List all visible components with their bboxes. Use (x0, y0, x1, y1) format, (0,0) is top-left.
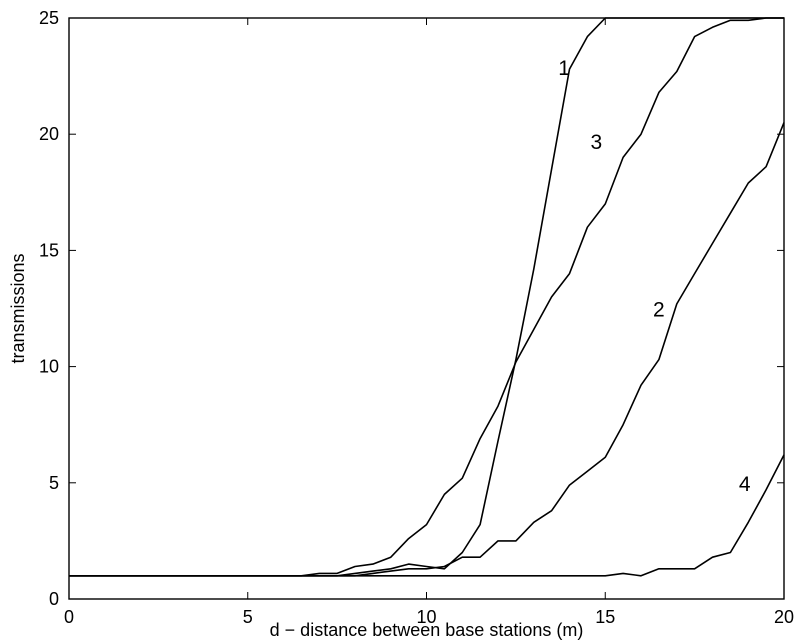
y-tick-label: 10 (39, 357, 59, 377)
series-line-4 (69, 454, 785, 577)
series-lines (69, 17, 785, 577)
y-tick-label: 25 (39, 8, 59, 28)
series-line-3 (69, 17, 784, 577)
x-tick-label: 5 (243, 607, 253, 627)
curve-labels: 1 3 2 4 (558, 57, 751, 496)
series-line-1 (69, 17, 784, 577)
curve-label-2: 2 (653, 299, 665, 322)
plot-area (68, 17, 785, 600)
x-tick-label: 15 (595, 607, 615, 627)
y-tick-label: 5 (49, 473, 59, 493)
x-tick-label: 0 (64, 607, 74, 627)
x-tick-label: 20 (774, 607, 794, 627)
y-tick-label: 20 (39, 124, 59, 144)
y-axis-label: transmissions (8, 253, 28, 363)
series-line-2 (69, 122, 785, 577)
tick-labels: 0 5 10 15 20 0 5 10 15 20 25 (39, 8, 794, 627)
y-tick-label: 0 (49, 589, 59, 609)
curve-label-3: 3 (590, 131, 602, 154)
curve-label-1: 1 (558, 57, 570, 80)
x-tick-label: 10 (416, 607, 436, 627)
y-tick-label: 15 (39, 240, 59, 260)
curve-label-4: 4 (739, 473, 751, 496)
x-axis-label: d − distance between base stations (m) (270, 620, 584, 640)
